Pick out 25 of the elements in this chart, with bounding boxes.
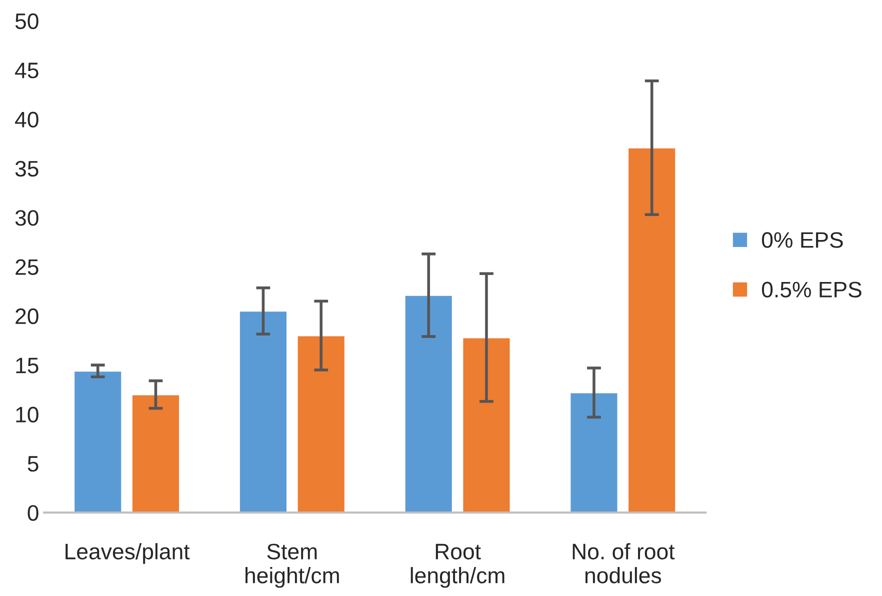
bar: [627, 147, 677, 513]
bar: [296, 334, 346, 513]
bar: [462, 336, 512, 513]
y-tick-label: 35: [15, 160, 38, 177]
y-tick-label: 25: [16, 259, 38, 275]
x-tick-label: Leaves/plant: [66, 543, 190, 564]
y-tick-label: 40: [15, 112, 38, 128]
y-tick-label: 45: [15, 62, 38, 78]
y-tick-label: 10: [16, 406, 38, 422]
bar: [131, 394, 180, 513]
bar: [238, 310, 288, 513]
x-tick-label: Root length/cm: [410, 544, 504, 588]
bar: [73, 370, 123, 513]
y-tick-label: 30: [15, 210, 38, 226]
y-tick-label: 50: [15, 13, 38, 30]
y-tick-label: 5: [28, 456, 38, 472]
bar: [569, 392, 619, 513]
legend-label: 0.5% EPS: [762, 282, 862, 298]
y-tick-label: 20: [16, 308, 38, 324]
bar: [404, 294, 454, 513]
y-tick-label: 15: [16, 358, 38, 374]
legend-label: 0% EPS: [762, 232, 843, 248]
x-tick-label: Stem height/cm: [246, 544, 339, 588]
x-tick-label: No. of root nodules: [572, 543, 675, 584]
y-tick-label: 0: [28, 505, 38, 521]
